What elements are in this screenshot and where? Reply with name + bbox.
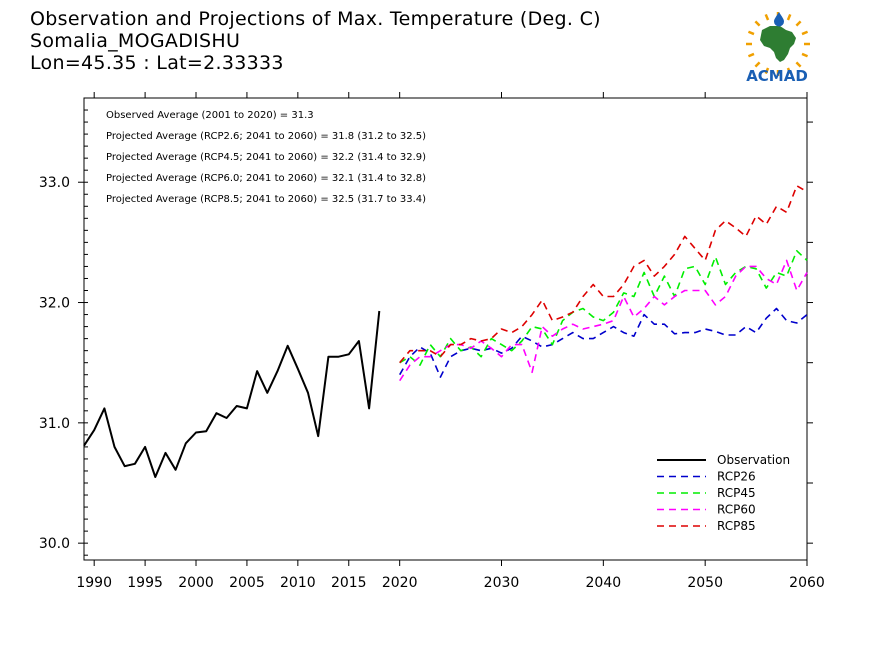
chart-series <box>83 185 808 478</box>
series-line-rcp85 <box>399 185 808 364</box>
legend-label-rcp26: RCP26 <box>717 470 756 484</box>
acmad-logo: ACMAD <box>746 12 810 84</box>
africa-map-icon <box>760 26 796 62</box>
station-name: Somalia_MOGADISHU <box>30 30 241 52</box>
annotation-line: Projected Average (RCP2.6; 2041 to 2060)… <box>106 131 426 142</box>
x-tick-label: 1990 <box>76 575 112 591</box>
annotation-line: Projected Average (RCP4.5; 2041 to 2060)… <box>106 152 426 163</box>
series-line-rcp60 <box>399 259 808 382</box>
sun-ray <box>801 30 809 36</box>
y-tick-label: 32.0 <box>39 296 70 312</box>
legend-label-rcp45: RCP45 <box>717 486 756 500</box>
x-tick-label: 2020 <box>382 575 418 591</box>
chart-annotations: Observed Average (2001 to 2020) = 31.3 Pr… <box>106 110 426 205</box>
sun-ray <box>795 61 802 68</box>
series-line-rcp26 <box>399 307 808 378</box>
sun-ray <box>786 13 792 21</box>
annotation-line: Projected Average (RCP6.0; 2041 to 2060)… <box>106 173 426 184</box>
station-coordinates: Lon=45.35 : Lat=2.33333 <box>30 52 284 74</box>
water-drop-icon <box>774 12 784 27</box>
x-tick-label: 2005 <box>229 575 265 591</box>
sun-ray <box>764 67 770 75</box>
annotation-line: Projected Average (RCP8.5; 2041 to 2060)… <box>106 194 426 205</box>
chart-legend: Observation RCP26 RCP45 RCP60 RCP85 <box>657 453 790 533</box>
legend-label-rcp60: RCP60 <box>717 503 756 517</box>
series-line-rcp45 <box>399 250 808 366</box>
y-tick-label: 33.0 <box>39 175 70 191</box>
y-tick-label: 30.0 <box>39 536 70 552</box>
annotation-line: Observed Average (2001 to 2020) = 31.3 <box>106 110 314 121</box>
sun-ray <box>747 30 755 36</box>
logo-text: ACMAD <box>746 67 808 84</box>
x-tick-label: 2040 <box>586 575 622 591</box>
legend-label-obs: Observation <box>717 453 790 467</box>
legend-label-rcp85: RCP85 <box>717 519 756 533</box>
x-tick-label: 1995 <box>127 575 163 591</box>
x-tick-label: 2015 <box>331 575 367 591</box>
plot-frame <box>83 97 808 561</box>
chart-axes: 1990 1995 2000 2005 2010 2015 2020 2030 2040 2050… <box>39 92 825 591</box>
y-tick-label: 31.0 <box>39 416 70 432</box>
x-tick-label: 2010 <box>280 575 316 591</box>
series-line-obs <box>83 310 381 478</box>
x-tick-label: 2000 <box>178 575 214 591</box>
sun-ray <box>764 13 770 21</box>
x-tick-label: 2030 <box>484 575 520 591</box>
sun-ray <box>795 20 802 27</box>
sun-ray <box>747 52 755 58</box>
chart-title-block: Observation and Projections of Max. Temp… <box>30 8 601 74</box>
x-tick-label: 2050 <box>687 575 723 591</box>
sun-ray <box>754 20 761 27</box>
sun-ray <box>801 52 809 58</box>
sun-ray <box>754 61 761 68</box>
chart-title: Observation and Projections of Max. Temp… <box>30 8 601 30</box>
sun-ray <box>786 67 792 75</box>
x-tick-label: 2060 <box>789 575 825 591</box>
